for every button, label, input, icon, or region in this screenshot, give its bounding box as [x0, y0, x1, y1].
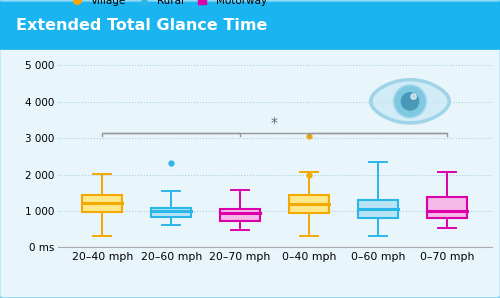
Circle shape: [395, 86, 425, 116]
Bar: [220, 209, 260, 221]
Bar: [426, 197, 467, 218]
Bar: [151, 208, 191, 217]
FancyBboxPatch shape: [0, 1, 500, 50]
Bar: [289, 195, 329, 213]
Circle shape: [402, 93, 418, 110]
Polygon shape: [370, 80, 450, 123]
Circle shape: [394, 85, 426, 118]
Circle shape: [411, 94, 416, 99]
Bar: [358, 200, 398, 218]
Text: Extended Total Glance Time: Extended Total Glance Time: [16, 18, 267, 33]
Bar: [82, 195, 122, 212]
Text: *: *: [271, 116, 278, 130]
Legend: Village, Rural, Motorway: Village, Rural, Motorway: [62, 0, 271, 10]
